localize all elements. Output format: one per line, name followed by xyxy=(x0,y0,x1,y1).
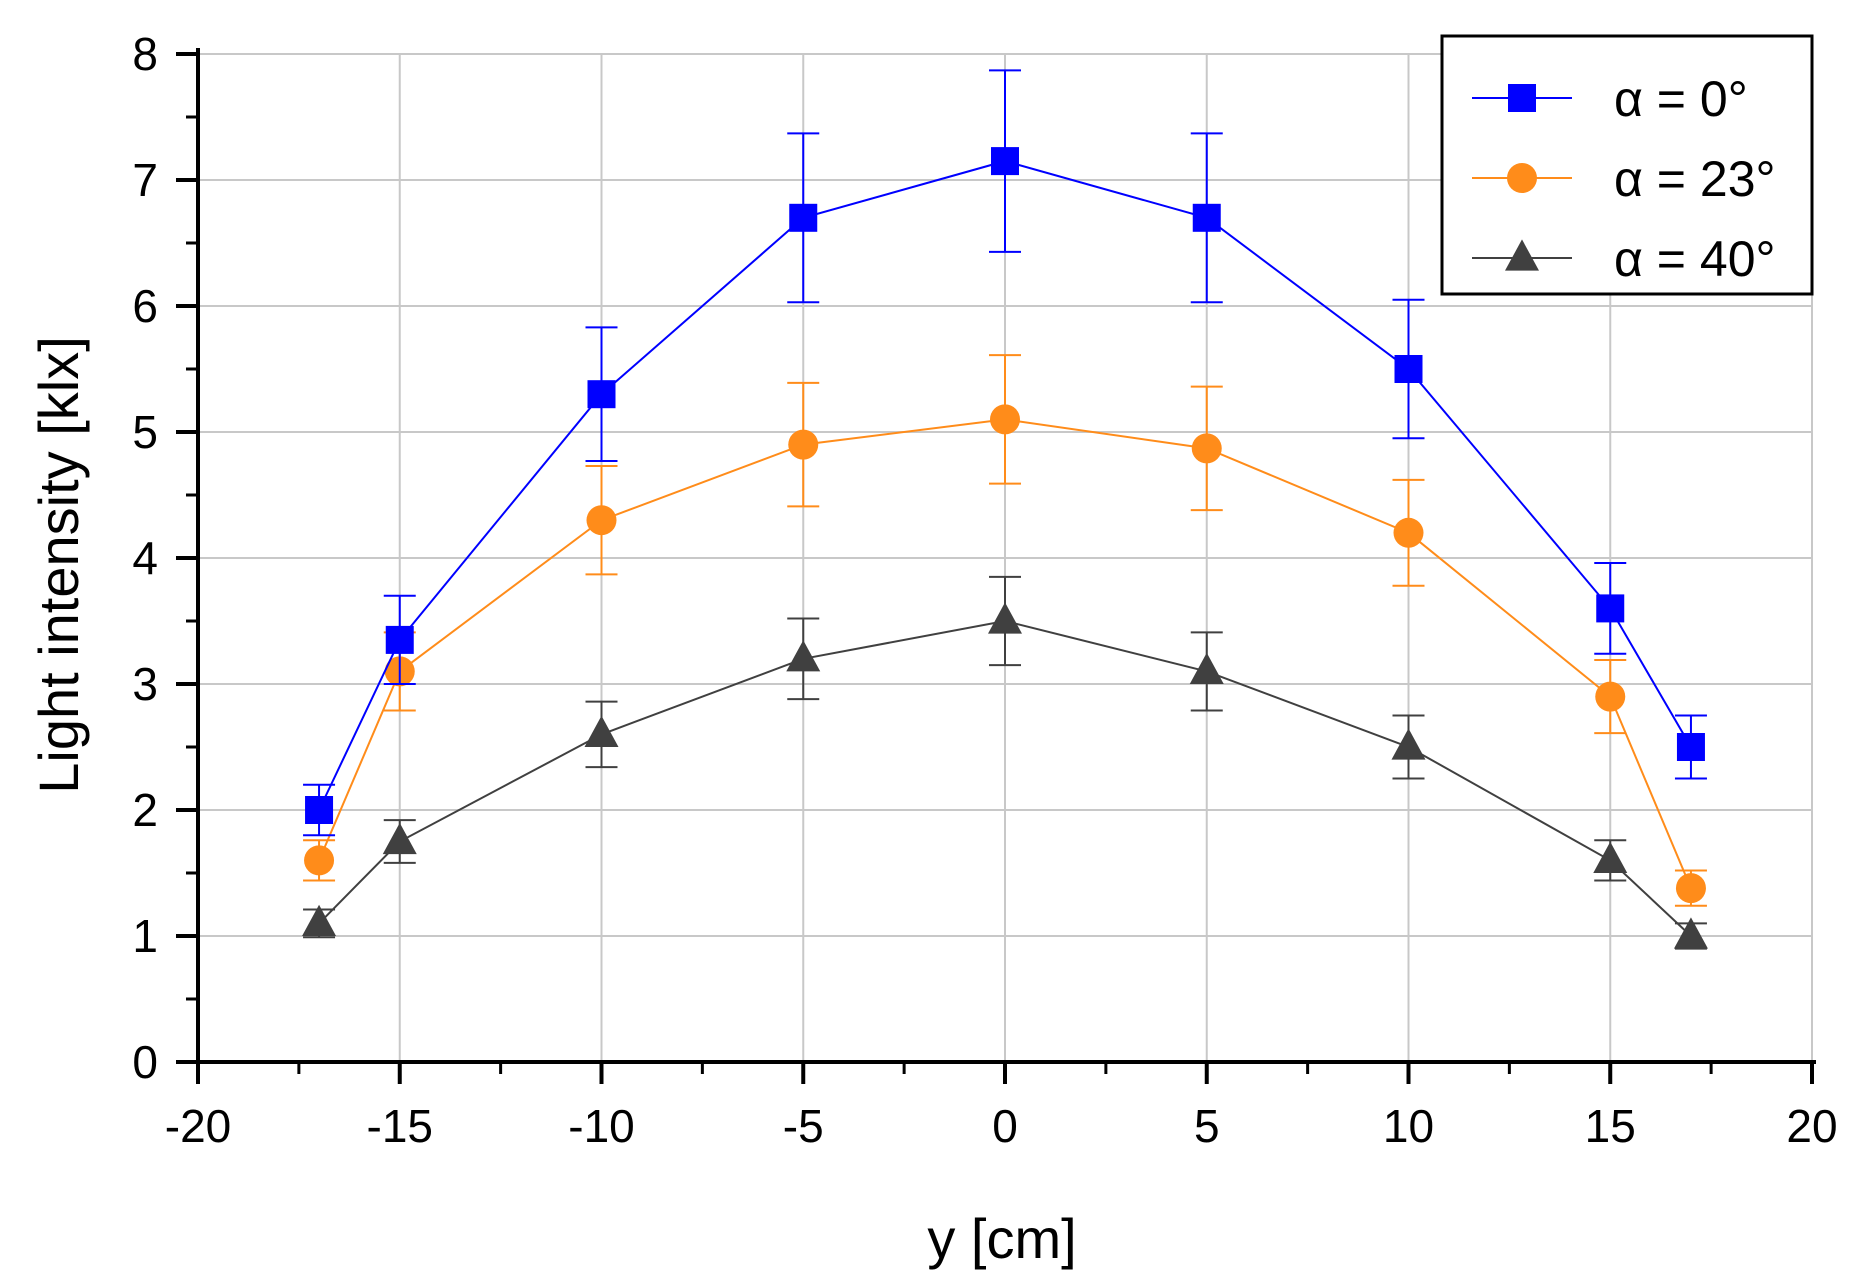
data-point xyxy=(988,602,1022,634)
x-tick-label: 5 xyxy=(1194,1100,1220,1152)
data-point xyxy=(1191,433,1222,464)
data-point xyxy=(302,904,337,936)
data-point xyxy=(1192,203,1221,232)
legend-label: α = 0° xyxy=(1614,71,1748,127)
data-point xyxy=(990,404,1020,435)
y-axis-title: Light intensity [klx] xyxy=(27,336,90,794)
data-point xyxy=(1593,841,1628,873)
y-tick-label: 2 xyxy=(132,784,158,836)
data-point xyxy=(1595,681,1626,712)
data-point xyxy=(1391,728,1426,760)
data-point xyxy=(788,429,819,460)
x-tick-label: 15 xyxy=(1585,1100,1636,1152)
legend-label: α = 23° xyxy=(1614,151,1776,207)
data-point xyxy=(305,796,334,824)
axes: -20 -15 -10 -5 0 5 10 15 20 0 1 2 3 4 5 6 7 8 xyxy=(132,28,1837,1152)
x-tick-label: 0 xyxy=(992,1100,1018,1152)
x-axis-title: y [cm] xyxy=(927,1207,1076,1270)
data-point xyxy=(1673,917,1708,949)
data-point xyxy=(587,380,616,409)
data-point xyxy=(586,505,617,536)
legend-label: α = 40° xyxy=(1614,231,1776,287)
data-point xyxy=(382,822,417,855)
data-point xyxy=(991,147,1019,176)
legend-box xyxy=(1440,34,1814,296)
y-tick-label: 8 xyxy=(132,28,158,80)
y-tick-label: 3 xyxy=(132,658,158,710)
series-3 xyxy=(302,575,1708,950)
data-point xyxy=(1676,733,1705,761)
y-tick-label: 7 xyxy=(132,154,158,206)
data-point xyxy=(1596,594,1625,623)
data-point xyxy=(786,640,821,672)
data-point xyxy=(789,203,818,232)
x-tick-label: -10 xyxy=(568,1100,634,1152)
x-tick-label: 10 xyxy=(1383,1100,1434,1152)
legend-marker xyxy=(1508,84,1536,112)
data-point xyxy=(304,845,335,876)
data-point xyxy=(385,625,414,654)
x-tick-label: 20 xyxy=(1786,1100,1837,1152)
x-tick-label: -5 xyxy=(783,1100,824,1152)
data-point xyxy=(1393,517,1424,548)
data-point xyxy=(1189,652,1224,684)
series-group xyxy=(302,69,1708,950)
legend-marker xyxy=(1507,163,1537,193)
y-tick-label: 1 xyxy=(132,910,158,962)
legend-marker xyxy=(1505,239,1539,271)
data-point xyxy=(1675,873,1706,904)
data-point xyxy=(1394,355,1423,383)
y-tick-label: 5 xyxy=(132,406,158,458)
y-tick-label: 4 xyxy=(132,532,158,584)
y-tick-label: 0 xyxy=(132,1036,158,1088)
series-2 xyxy=(303,354,1707,907)
legend: α = 0° α = 23° α = 40° xyxy=(1440,34,1814,296)
x-tick-label: -20 xyxy=(165,1100,231,1152)
series-1 xyxy=(303,69,1707,837)
x-tick-label: -15 xyxy=(367,1100,433,1152)
y-tick-label: 6 xyxy=(132,280,158,332)
data-point xyxy=(584,715,619,747)
